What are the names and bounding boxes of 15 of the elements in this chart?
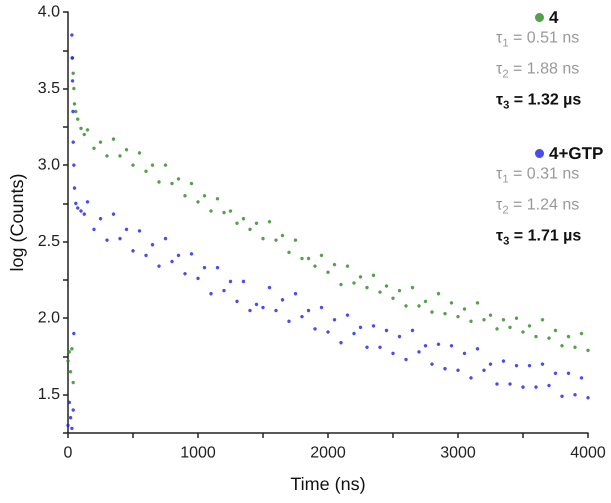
y-tick-label: 2.0 bbox=[38, 310, 60, 327]
x-tick-label: 4000 bbox=[570, 444, 606, 462]
legend-label: 4 bbox=[549, 8, 559, 27]
y-axis-title: log (Counts) bbox=[7, 173, 27, 272]
y-tick-label: 3.5 bbox=[38, 80, 60, 98]
x-tick-label: 0 bbox=[64, 444, 73, 462]
x-tick-label: 3000 bbox=[440, 444, 476, 462]
y-tick-label: 2.5 bbox=[38, 233, 60, 250]
legend-label: 4+GTP bbox=[549, 144, 604, 163]
y-tick-label: 4.0 bbox=[38, 4, 60, 20]
x-tick-label: 2000 bbox=[310, 444, 346, 462]
x-tick-label: 1000 bbox=[180, 444, 216, 462]
x-axis-title: Time (ns) bbox=[290, 474, 366, 494]
y-tick-label: 3.0 bbox=[38, 156, 60, 174]
y-tick-label: 1.5 bbox=[38, 386, 60, 404]
